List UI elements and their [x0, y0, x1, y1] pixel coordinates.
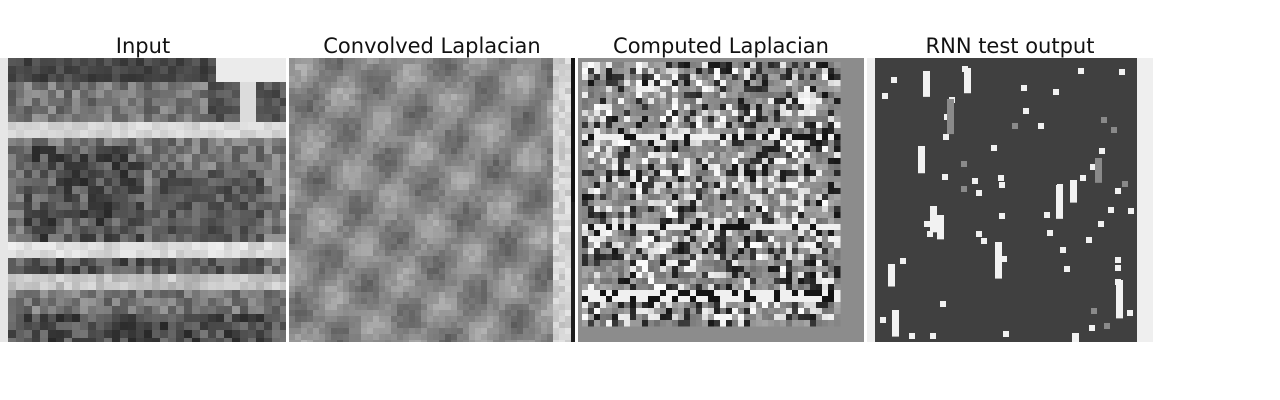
image-rnn-test-output	[867, 58, 1153, 342]
pixel-grid	[0, 58, 286, 342]
pixel-grid	[289, 58, 575, 342]
panel-title-input: Input	[115, 34, 171, 58]
right-edge-strip	[1137, 58, 1153, 342]
sparse-activations	[880, 66, 1134, 342]
panel-title-rnn-test-output: RNN test output	[925, 34, 1095, 58]
left-edge-strip	[867, 58, 875, 342]
panel-title-computed-laplacian: Computed Laplacian	[613, 34, 829, 58]
image-convolved-laplacian	[289, 58, 575, 342]
panel-rnn-test-output: RNN test output	[867, 0, 1153, 400]
image-computed-laplacian	[578, 58, 864, 342]
edge-map	[582, 62, 841, 327]
image-input	[0, 58, 286, 342]
panel-convolved-laplacian: Convolved Laplacian	[289, 0, 575, 400]
image-background	[867, 58, 1153, 342]
panel-title-convolved-laplacian: Convolved Laplacian	[323, 34, 541, 58]
panel-input: Input	[0, 0, 286, 400]
panel-computed-laplacian: Computed Laplacian	[578, 0, 864, 400]
